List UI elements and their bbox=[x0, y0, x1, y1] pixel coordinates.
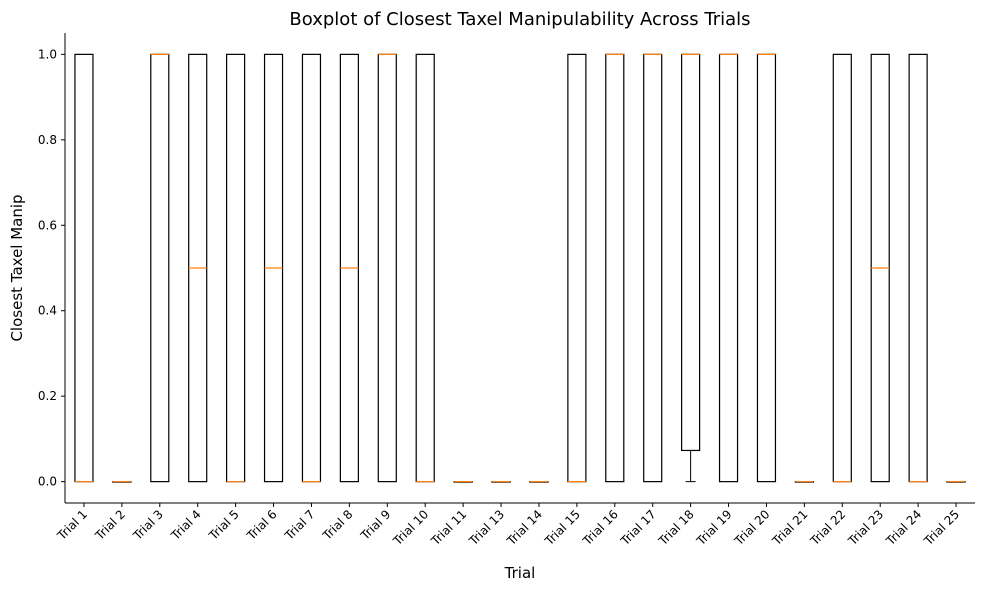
y-tick-label: 0.2 bbox=[38, 389, 57, 403]
y-tick-label: 0.0 bbox=[38, 475, 57, 489]
y-tick-label: 1.0 bbox=[38, 47, 57, 61]
y-axis-title: Closest Taxel Manip bbox=[8, 194, 26, 341]
chart-title: Boxplot of Closest Taxel Manipulability … bbox=[289, 9, 750, 30]
y-tick-label: 0.4 bbox=[38, 304, 57, 318]
x-axis-title: Trial bbox=[504, 564, 536, 582]
y-tick-label: 0.8 bbox=[38, 133, 57, 147]
y-tick-label: 0.6 bbox=[38, 218, 57, 232]
